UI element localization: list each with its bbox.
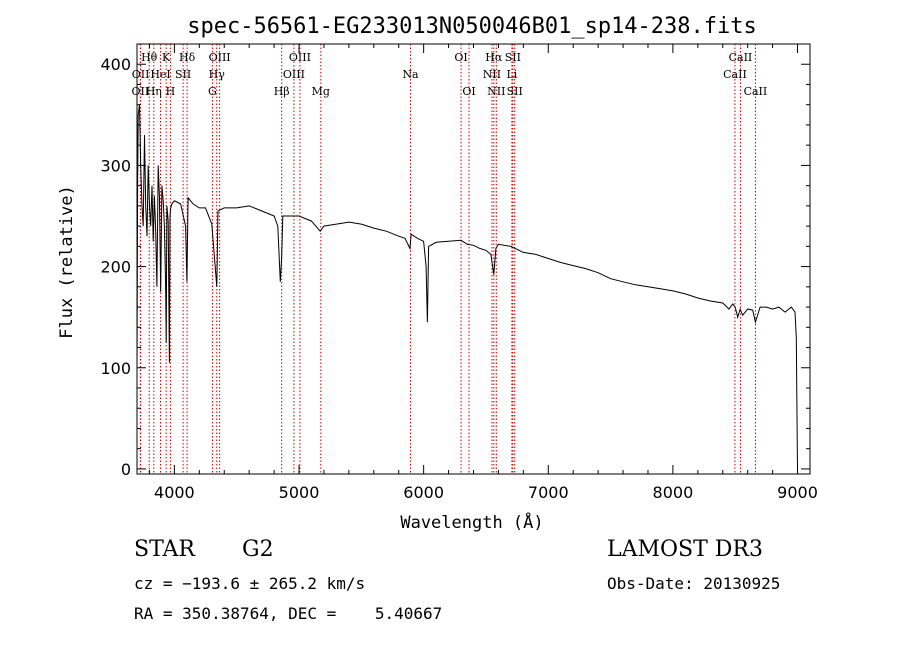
x-axis-ticks: 4000 5000 6000 7000 8000 9000 <box>148 44 818 502</box>
y-tick-label-2: 200 <box>100 258 131 277</box>
line-label-20: NII <box>483 68 501 81</box>
line-label-14: OIII <box>283 68 305 81</box>
line-label-21: NII <box>487 85 505 98</box>
line-label-24: SII <box>507 85 523 98</box>
line-label-11: G <box>208 85 217 98</box>
line-label-12: Hβ <box>274 85 290 98</box>
line-label-1: OII <box>132 68 150 81</box>
line-label-2: Hθ <box>141 51 158 64</box>
line-label-15: Mg <box>312 85 330 98</box>
line-label-6: SII <box>175 68 191 81</box>
x-tick-label-1: 5000 <box>279 483 320 502</box>
line-label-18: OI <box>462 85 475 98</box>
coordinates: RA = 350.38764, DEC = 5.40667 <box>134 604 443 623</box>
y-axis-label: Flux (relative) <box>57 185 77 339</box>
line-label-16: Na <box>402 68 419 81</box>
x-tick-label-5: 9000 <box>777 483 818 502</box>
y-tick-label-0: 0 <box>121 460 131 479</box>
line-label-5: K <box>162 51 171 64</box>
line-label-26: CaII <box>729 51 753 64</box>
x-tick-label-0: 4000 <box>154 483 195 502</box>
x-tick-label-2: 6000 <box>403 483 444 502</box>
plot-frame <box>136 43 811 475</box>
line-label-group: OII OII Hθ Hη HeI K SII H Hδ OIII Hγ G Hβ OIII OIII Mg N… <box>132 51 768 98</box>
x-tick-label-4: 8000 <box>653 483 694 502</box>
object-type: STAR <box>134 537 195 562</box>
line-label-27: CaII <box>744 85 768 98</box>
survey-name: LAMOST DR3 <box>607 537 763 562</box>
flux-series-line <box>136 104 798 469</box>
x-axis-label: Wavelength (Å) <box>400 511 543 533</box>
line-label-17: OI <box>454 51 467 64</box>
x-tick-label-3: 7000 <box>528 483 569 502</box>
line-label-7: H <box>166 85 176 98</box>
y-axis-ticks: 0 100 200 300 400 <box>100 55 810 479</box>
line-label-22: SII <box>505 51 521 64</box>
line-label-3: Hη <box>146 85 162 98</box>
observation-date: Obs-Date: 20130925 <box>607 574 781 593</box>
y-tick-label-3: 300 <box>100 156 131 175</box>
line-label-0: OII <box>132 85 150 98</box>
line-marker-group <box>139 44 756 474</box>
line-label-13: OIII <box>289 51 311 64</box>
line-label-23: Li <box>506 68 517 81</box>
line-label-25: CaII <box>723 68 747 81</box>
y-tick-label-4: 400 <box>100 55 131 74</box>
line-label-4: HeI <box>150 68 170 81</box>
spectral-subclass: G2 <box>242 537 274 562</box>
y-tick-label-1: 100 <box>100 359 131 378</box>
line-label-9: OIII <box>209 51 231 64</box>
chart-title: spec-56561-EG233013N050046B01_sp14-238.f… <box>187 14 757 39</box>
redshift-velocity: cz = −193.6 ± 265.2 km/s <box>134 574 366 593</box>
line-label-19: Hα <box>485 51 503 64</box>
line-label-8: Hδ <box>179 51 196 64</box>
line-label-10: Hγ <box>209 68 226 81</box>
